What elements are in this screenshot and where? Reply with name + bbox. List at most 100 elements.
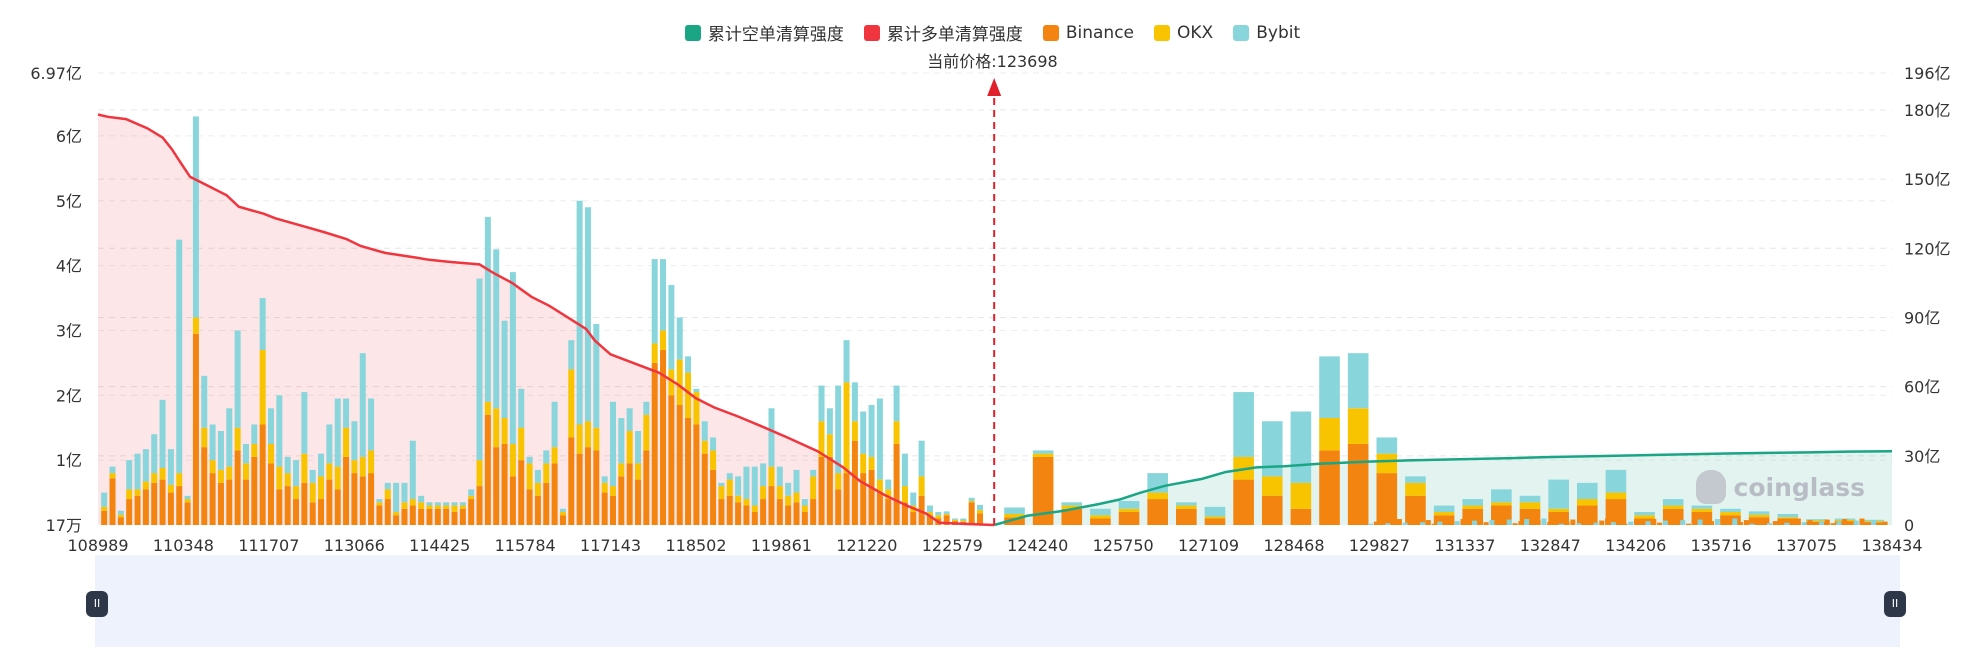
right-bar-binance bbox=[1004, 517, 1025, 525]
left-bar-okx bbox=[217, 469, 224, 483]
left-bar-okx bbox=[176, 473, 183, 487]
left-bar-binance bbox=[701, 453, 708, 525]
left-bar-okx bbox=[743, 499, 750, 506]
left-bar-binance bbox=[676, 405, 683, 525]
tail-bar bbox=[1529, 522, 1535, 525]
left-bar-okx bbox=[393, 512, 400, 516]
x-axis-tick: 114425 bbox=[409, 536, 470, 555]
left-bar-okx bbox=[368, 450, 375, 474]
left-bar-okx bbox=[726, 479, 733, 496]
tail-bar bbox=[1836, 521, 1842, 525]
tail-bar bbox=[1466, 522, 1472, 525]
left-bar-okx bbox=[301, 453, 308, 483]
left-bar-okx bbox=[384, 489, 391, 500]
tail-bar bbox=[1512, 523, 1518, 525]
left-bar-okx bbox=[751, 505, 758, 513]
right-bar-okx bbox=[1004, 513, 1025, 518]
left-bar-bybit bbox=[668, 285, 675, 370]
left-bar-binance bbox=[785, 505, 792, 525]
left-bar-bybit bbox=[901, 453, 908, 487]
right-bar-bybit bbox=[1662, 499, 1684, 506]
left-bar-bybit bbox=[593, 323, 600, 428]
right-bar-okx bbox=[1433, 512, 1455, 516]
left-bar-binance bbox=[651, 362, 658, 525]
right-bar-bybit bbox=[1061, 502, 1083, 506]
legend-item-long[interactable]: 累计多单清算强度 bbox=[863, 20, 1023, 45]
right-bar-bybit bbox=[1147, 473, 1169, 493]
left-bar-binance bbox=[968, 502, 975, 525]
left-bar-binance bbox=[134, 495, 141, 525]
tail-bar bbox=[1367, 523, 1373, 525]
right-bar-bybit bbox=[1405, 476, 1426, 483]
x-axis-tick: 121220 bbox=[836, 536, 897, 555]
right-bar-bybit bbox=[1720, 508, 1741, 513]
left-bar-bybit bbox=[918, 440, 925, 477]
left-bar-bybit bbox=[618, 417, 625, 464]
right-bar-binance bbox=[1261, 495, 1283, 525]
left-bar-okx bbox=[476, 460, 483, 487]
left-axis-tick: 6.97亿 bbox=[30, 64, 82, 83]
legend-item-short[interactable]: 累计空单清算强度 bbox=[684, 20, 844, 45]
left-bar-okx bbox=[151, 473, 158, 483]
zoom-slider-track[interactable] bbox=[95, 555, 1900, 647]
left-bar-bybit bbox=[484, 216, 491, 402]
left-bar-binance bbox=[885, 499, 892, 525]
legend-item-okx[interactable]: OKX bbox=[1154, 20, 1213, 45]
slider-right-handle[interactable]: II bbox=[1884, 591, 1906, 617]
slider-left-handle[interactable]: II bbox=[86, 591, 108, 617]
legend-item-binance[interactable]: Binance bbox=[1042, 20, 1134, 45]
tail-bar bbox=[1535, 520, 1541, 525]
tail-bar bbox=[1709, 521, 1715, 525]
tail-bar bbox=[1408, 520, 1414, 525]
left-bar-bybit bbox=[293, 460, 300, 487]
tail-bar bbox=[1587, 519, 1593, 525]
tail-bar bbox=[1570, 519, 1576, 525]
tail-bar bbox=[1500, 521, 1506, 525]
tail-bar bbox=[1518, 521, 1524, 525]
left-bar-bybit bbox=[935, 512, 942, 516]
tail-bar bbox=[1553, 520, 1559, 525]
left-bar-bybit bbox=[101, 492, 108, 507]
left-bar-bybit bbox=[793, 469, 800, 493]
tail-bar bbox=[1396, 519, 1402, 525]
left-bar-okx bbox=[493, 408, 500, 448]
x-axis-tick: 127109 bbox=[1178, 536, 1239, 555]
left-bar-okx bbox=[209, 460, 216, 474]
tail-bar bbox=[1859, 518, 1865, 525]
tail-bar bbox=[1443, 519, 1449, 525]
left-bar-binance bbox=[710, 469, 717, 525]
left-bar-okx bbox=[418, 502, 425, 509]
right-bar-okx bbox=[1261, 476, 1283, 496]
right-bar-okx bbox=[1147, 492, 1169, 500]
left-bar-bybit bbox=[676, 317, 683, 360]
tail-bar bbox=[1662, 520, 1668, 525]
left-bar-binance bbox=[559, 515, 566, 525]
right-bar-bybit bbox=[1261, 421, 1283, 477]
left-bar-okx bbox=[626, 430, 633, 464]
left-bar-okx bbox=[409, 499, 416, 506]
left-bar-binance bbox=[501, 443, 508, 525]
tail-bar bbox=[1726, 520, 1732, 525]
left-bar-binance bbox=[318, 499, 325, 525]
left-bar-bybit bbox=[184, 495, 191, 500]
left-bar-binance bbox=[468, 499, 475, 525]
tail-bar bbox=[1645, 521, 1651, 525]
left-bar-okx bbox=[851, 421, 858, 441]
right-bar-okx bbox=[1319, 417, 1340, 451]
left-axis-tick: 4亿 bbox=[56, 257, 82, 276]
left-bar-okx bbox=[785, 495, 792, 506]
left-bar-binance bbox=[418, 508, 425, 525]
left-bar-binance bbox=[443, 508, 450, 525]
left-bar-binance bbox=[451, 512, 458, 525]
left-bar-okx bbox=[651, 343, 658, 363]
legend-item-bybit[interactable]: Bybit bbox=[1233, 20, 1300, 45]
left-bar-bybit bbox=[576, 200, 583, 425]
left-bar-bybit bbox=[710, 437, 717, 451]
chart-legend: 累计空单清算强度 累计多单清算强度 Binance OKX Bybit bbox=[0, 20, 1985, 45]
tail-bar bbox=[1830, 523, 1836, 525]
left-bar-binance bbox=[167, 492, 174, 525]
tail-bar bbox=[1824, 519, 1830, 525]
tail-bar bbox=[1639, 523, 1645, 525]
left-bar-binance bbox=[593, 450, 600, 525]
left-bar-binance bbox=[234, 450, 241, 525]
